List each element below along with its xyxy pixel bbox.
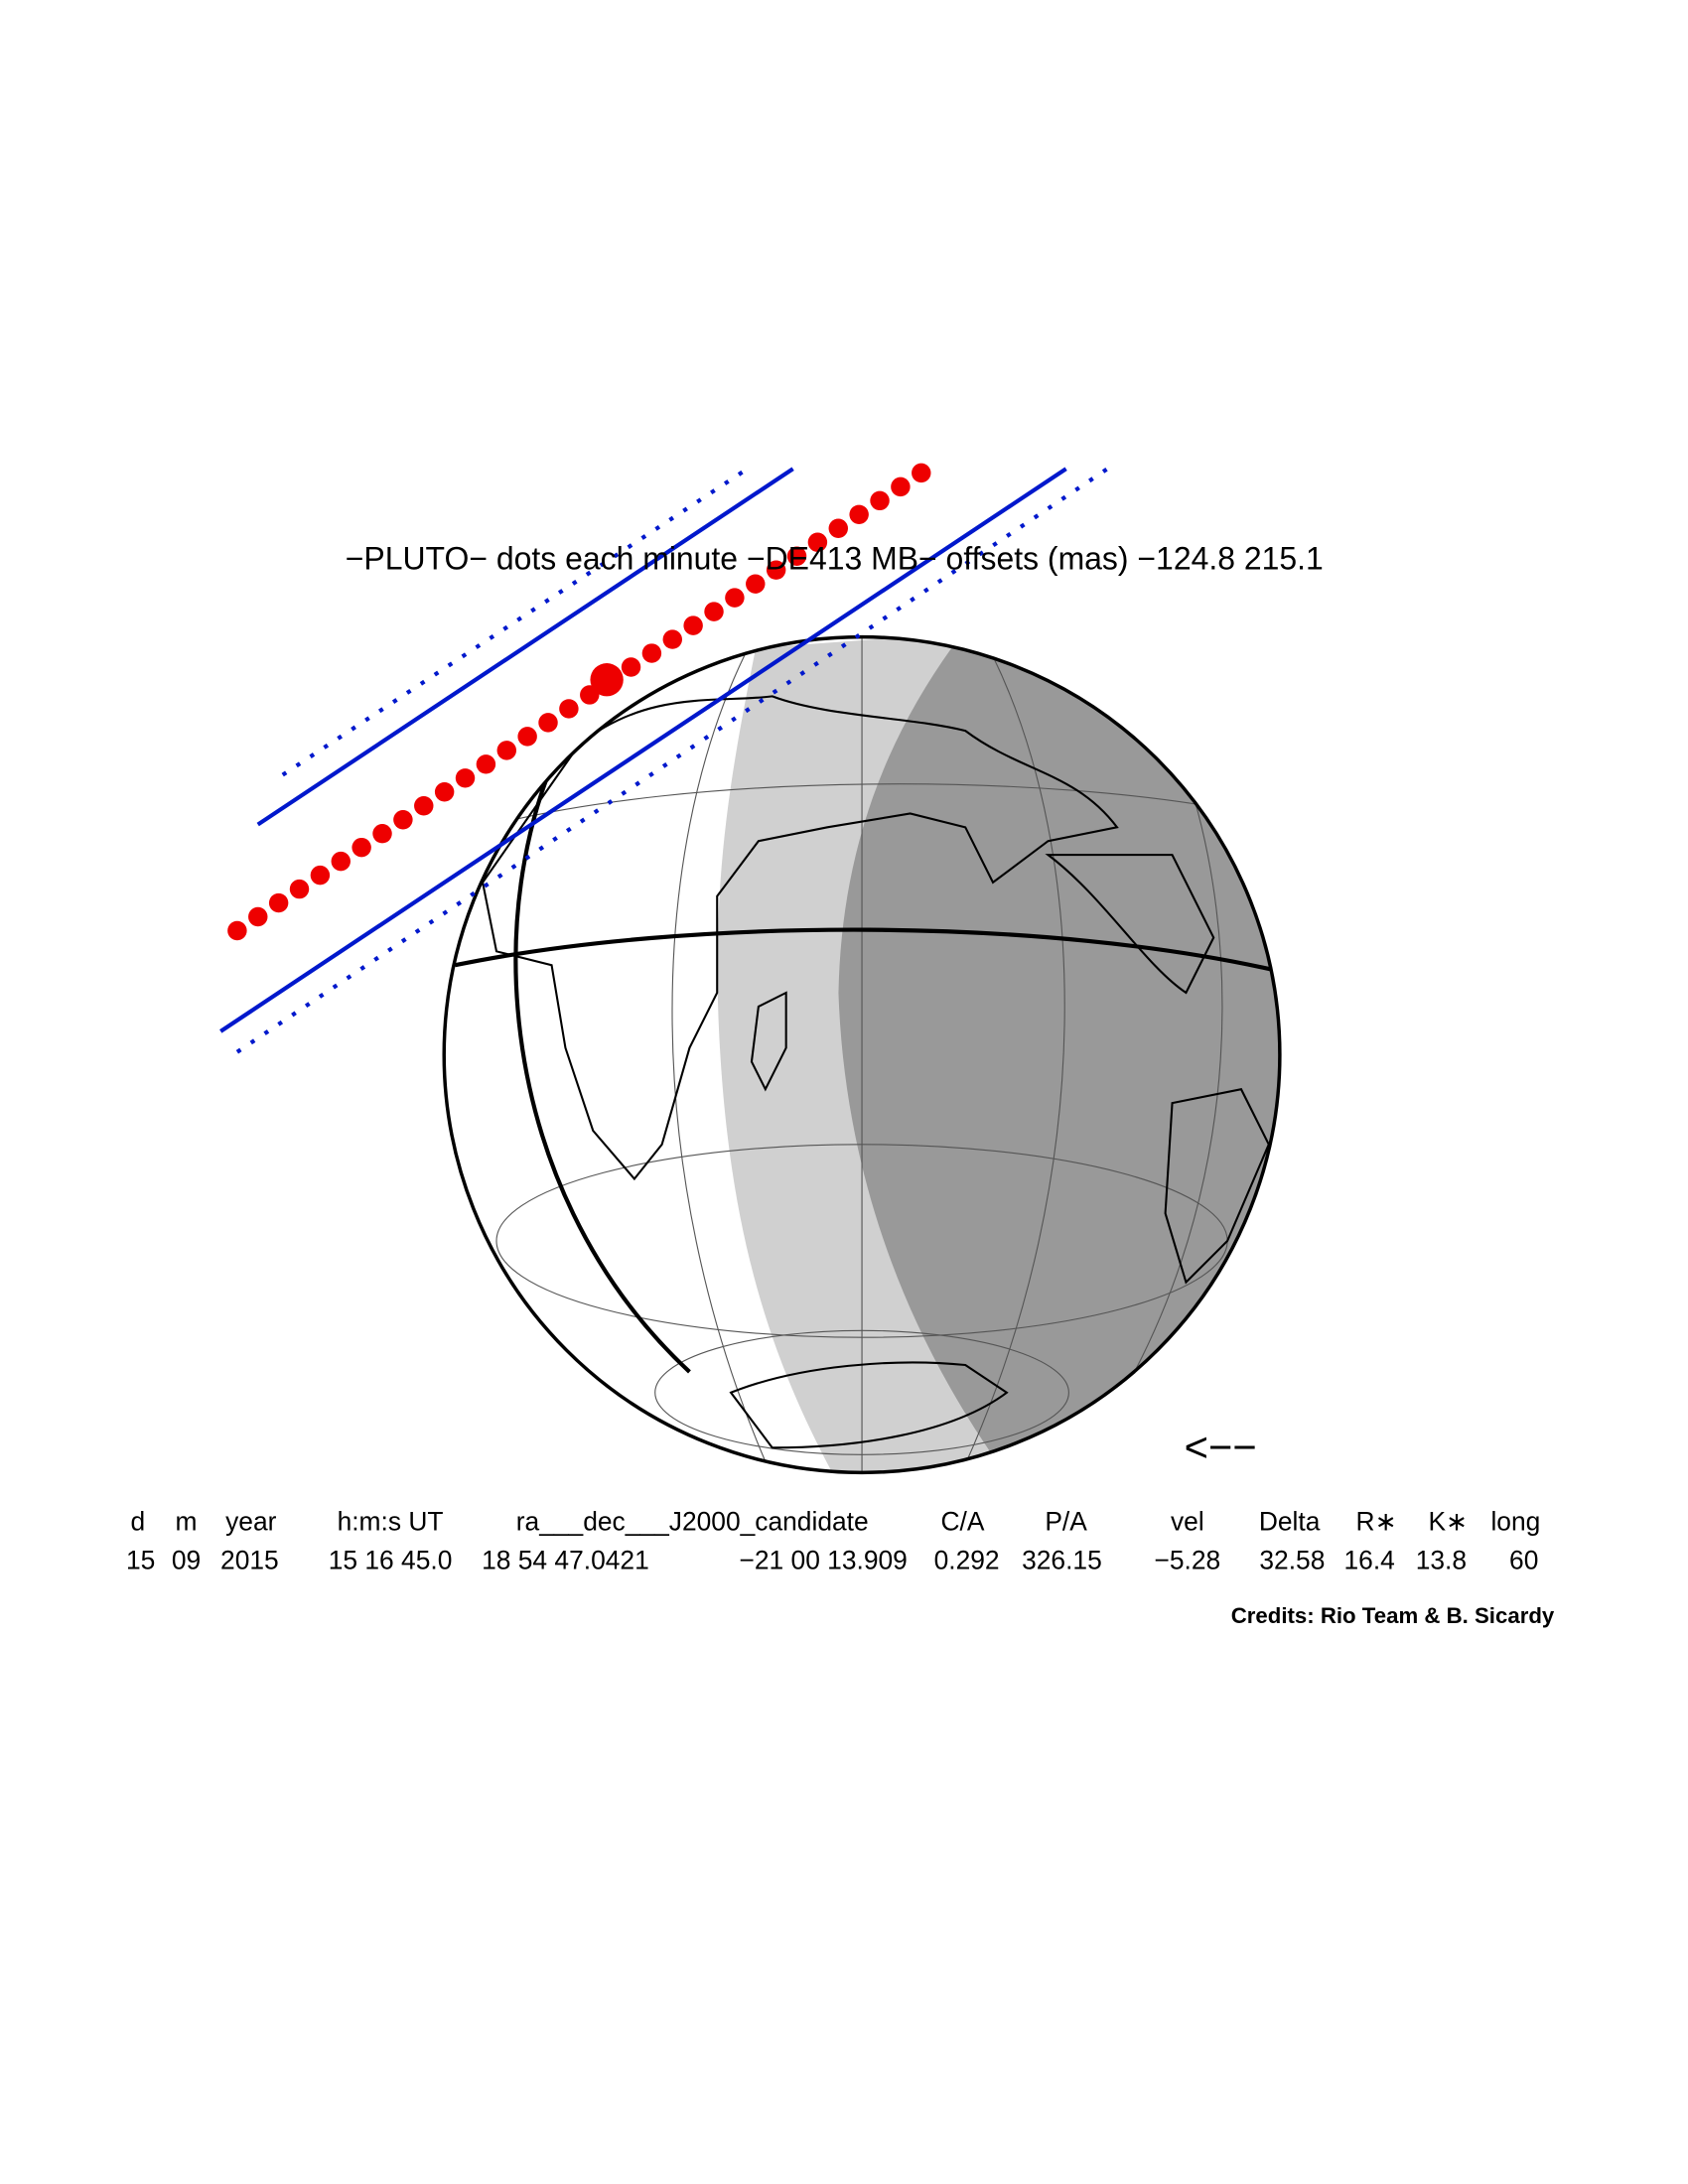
south-limit: [219, 467, 1067, 1033]
direction-arrow: <−−: [1185, 1424, 1257, 1470]
info-table: d m year h:m:s UT ra___dec___J2000_candidate…: [126, 1507, 1540, 1575]
table-header: vel: [1171, 1507, 1204, 1537]
credits: Credits: Rio Team & B. Sicardy: [1231, 1603, 1555, 1628]
minute-dot: [621, 657, 641, 677]
table-value: 09: [172, 1546, 201, 1575]
table-value: 18 54 47.0421: [482, 1546, 649, 1575]
minute-dot: [289, 879, 310, 899]
minute-dot: [641, 643, 662, 663]
table-value: −21 00 13.909: [739, 1546, 907, 1575]
table-header: Delta: [1259, 1507, 1321, 1537]
table-value: 326.15: [1022, 1546, 1102, 1575]
globe-limb: [442, 634, 1282, 1475]
minute-dot: [331, 851, 351, 872]
table-header: P/A: [1045, 1507, 1087, 1537]
minute-dot: [476, 754, 496, 774]
equator: [454, 927, 1280, 975]
north-limit: [256, 467, 794, 827]
table-header: year: [225, 1507, 277, 1537]
table-header: K∗: [1428, 1507, 1468, 1537]
minute-dot: [870, 490, 890, 511]
table-header: m: [176, 1507, 198, 1537]
table-header: ra___dec___J2000_candidate: [516, 1507, 869, 1537]
globe: [442, 634, 1282, 1475]
minute-dot: [310, 865, 331, 886]
minute-dot: [766, 560, 786, 580]
table-header: R∗: [1356, 1507, 1397, 1537]
table-value: 0.292: [934, 1546, 1000, 1575]
minute-dot: [455, 768, 476, 788]
map-title: −PLUTO− dots each minute −DE413 MB− offs…: [346, 541, 1324, 577]
minute-dot: [372, 823, 392, 844]
centrality-dots: [227, 463, 931, 941]
minute-dot: [393, 809, 413, 830]
graticule: [482, 636, 1249, 1473]
minute-dot: [227, 920, 247, 941]
minute-dot: [786, 546, 807, 566]
minute-dot: [683, 615, 703, 635]
minute-dot: [912, 463, 931, 483]
minute-dot: [496, 741, 516, 760]
minute-dot: [746, 574, 766, 594]
minute-dot: [559, 699, 579, 719]
minute-dot: [828, 518, 848, 539]
table-value: 15 16 45.0: [329, 1546, 453, 1575]
table-value: −5.28: [1154, 1546, 1220, 1575]
shadow-path: [219, 464, 1109, 1054]
minute-dot: [414, 796, 434, 816]
table-header: C/A: [940, 1507, 984, 1537]
table-value: 32.58: [1259, 1546, 1325, 1575]
minute-dot: [248, 906, 268, 927]
minute-dot: [662, 629, 682, 649]
minute-dot: [807, 532, 828, 552]
night-zone: [838, 636, 1280, 1473]
minute-dot: [704, 602, 724, 621]
table-value: 60: [1509, 1546, 1538, 1575]
table-value: 16.4: [1343, 1546, 1394, 1575]
closest-approach-dot: [590, 663, 624, 697]
coastlines: [482, 695, 1270, 1449]
minute-dot: [434, 782, 455, 802]
table-header: d: [131, 1507, 146, 1537]
minute-dot: [538, 713, 558, 733]
minute-dot: [268, 892, 289, 913]
table-value: 13.8: [1416, 1546, 1467, 1575]
table-value: 15: [126, 1546, 155, 1575]
minute-dot: [725, 588, 745, 608]
table-header: h:m:s UT: [338, 1507, 444, 1537]
table-header: long: [1490, 1507, 1540, 1537]
minute-dot: [891, 477, 911, 497]
minute-dot: [849, 504, 869, 525]
meridian: [513, 709, 691, 1374]
minute-dot: [517, 727, 537, 747]
table-value: 2015: [220, 1546, 279, 1575]
minute-dot: [352, 837, 371, 858]
